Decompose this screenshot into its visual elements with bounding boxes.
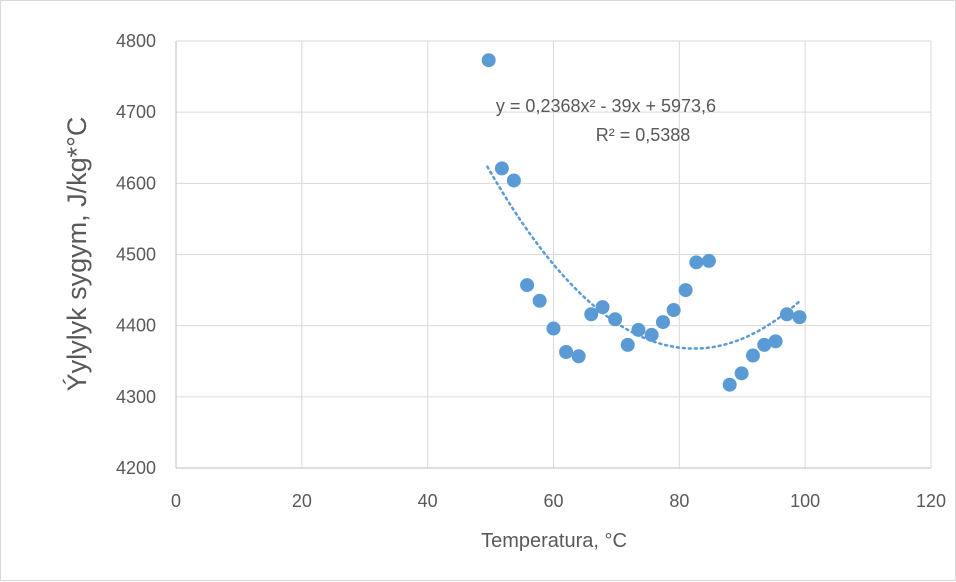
- data-point: [722, 377, 737, 392]
- y-tick-label: 4300: [116, 387, 156, 407]
- data-point: [571, 349, 586, 364]
- y-tick-label: 4700: [116, 102, 156, 122]
- data-point: [546, 321, 561, 336]
- y-tick-label: 4400: [116, 316, 156, 336]
- r-squared-label: R² = 0,5388: [596, 125, 691, 145]
- data-point: [655, 315, 670, 330]
- data-point: [608, 312, 623, 327]
- x-tick-labels: 0 20 40 60 80 100 120: [171, 491, 946, 511]
- x-tick-label: 20: [292, 491, 312, 511]
- data-point: [595, 300, 610, 315]
- data-point: [701, 253, 716, 268]
- y-tick-label: 4800: [116, 31, 156, 51]
- data-point: [689, 255, 704, 270]
- data-point: [757, 337, 772, 352]
- data-point: [506, 173, 521, 188]
- data-point: [559, 344, 574, 359]
- y-axis-title: Ýylylyk sygym, J/kg*°C: [62, 117, 92, 392]
- y-tick-labels: 4200 4300 4400 4500 4600 4700 4800: [116, 31, 156, 478]
- trendline: [486, 165, 801, 350]
- x-tick-label: 60: [543, 491, 563, 511]
- data-point: [779, 307, 794, 322]
- y-tick-label: 4500: [116, 245, 156, 265]
- axes: [175, 41, 931, 469]
- data-point: [532, 293, 547, 308]
- x-tick-label: 80: [669, 491, 689, 511]
- data-point: [745, 348, 760, 363]
- data-point: [644, 327, 659, 342]
- x-tick-label: 0: [171, 491, 181, 511]
- data-point: [734, 366, 749, 381]
- data-point: [792, 310, 807, 325]
- data-point: [631, 322, 646, 337]
- data-point: [494, 161, 509, 176]
- x-tick-label: 100: [790, 491, 820, 511]
- data-point: [666, 303, 681, 318]
- data-point: [620, 337, 635, 352]
- data-point: [481, 53, 496, 68]
- x-axis-title: Temperatura, °C: [481, 530, 627, 552]
- data-point: [584, 307, 599, 322]
- y-tick-label: 4600: [116, 173, 156, 193]
- data-point: [678, 283, 693, 298]
- data-points: [481, 53, 807, 392]
- trendline-equation: y = 0,2368x² - 39x + 5973,6: [496, 96, 716, 116]
- data-point: [520, 278, 535, 293]
- x-tick-label: 40: [418, 491, 438, 511]
- gridlines: [176, 40, 932, 468]
- trendline-layer: [486, 165, 801, 350]
- y-tick-label: 4200: [116, 458, 156, 478]
- x-tick-label: 120: [916, 491, 946, 511]
- data-point: [768, 334, 783, 349]
